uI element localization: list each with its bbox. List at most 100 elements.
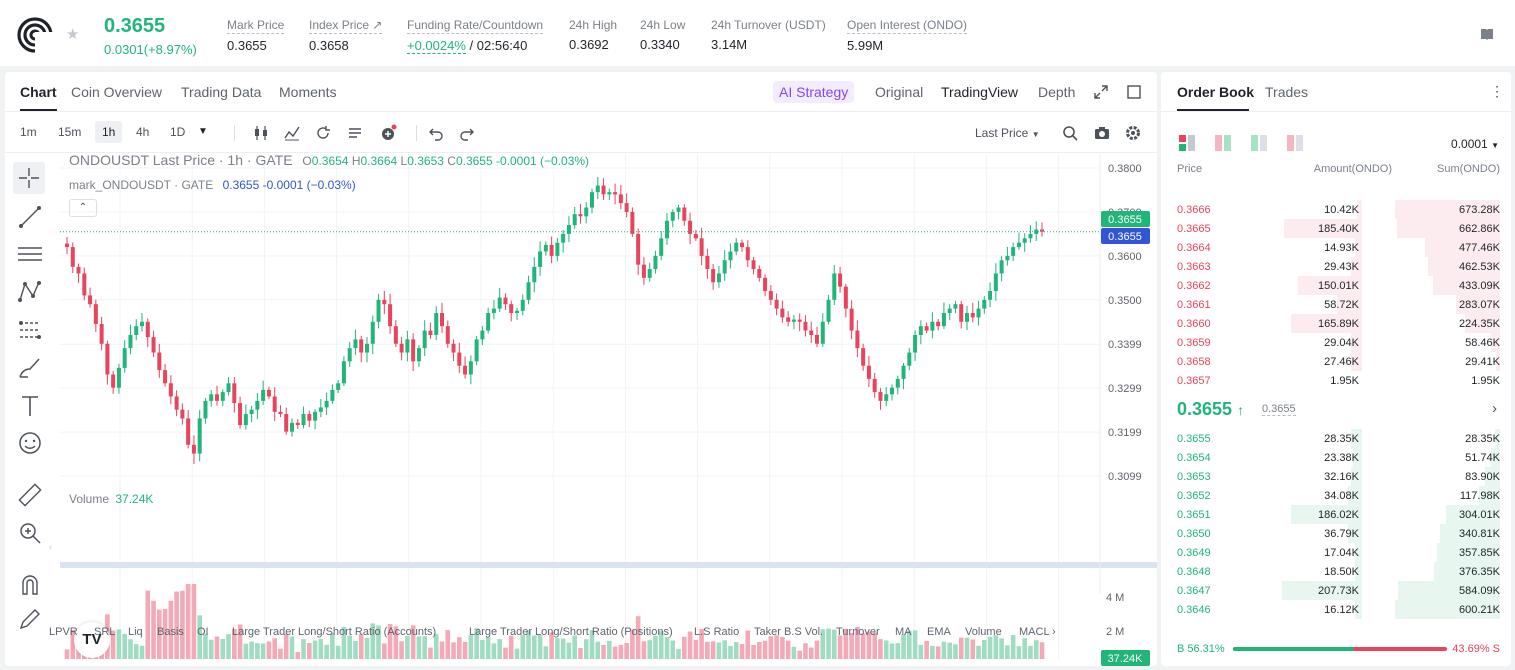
candle-type-icon[interactable] — [252, 124, 270, 142]
timeframe-4h[interactable]: 4h — [136, 125, 150, 139]
ask-row[interactable]: 0.3657 1.95K 1.95K — [1161, 371, 1511, 390]
pane-separator[interactable] — [60, 562, 1157, 568]
timeframe-1m[interactable]: 1m — [20, 125, 37, 139]
timeframe-dropdown-icon[interactable]: ▼ — [198, 126, 208, 137]
funding-rate[interactable]: +0.0024% — [407, 38, 466, 54]
trend-line-icon[interactable] — [17, 204, 43, 230]
settings-gear-icon[interactable] — [1124, 124, 1142, 142]
ask-row[interactable]: 0.3664 14.93K 477.46K — [1161, 238, 1511, 257]
window-icon[interactable] — [1127, 85, 1141, 99]
view-bids-icon[interactable] — [1251, 135, 1269, 151]
bid-row[interactable]: 0.3651 186.02K 304.01K — [1161, 505, 1511, 524]
indicator-l-s-ratio[interactable]: L.S Ratio — [694, 626, 740, 638]
candlestick-chart[interactable]: 0.38000.37000.36000.35000.33990.32990.31… — [60, 154, 1157, 666]
indicator-lpvr[interactable]: LPVR — [49, 626, 78, 638]
ask-row[interactable]: 0.3666 10.42K 673.28K — [1161, 200, 1511, 219]
tradingview-logo[interactable]: TV — [74, 622, 110, 658]
collapse-toolbar-icon[interactable]: ‹ — [49, 542, 53, 553]
timeframe-1h[interactable]: 1h — [95, 121, 123, 143]
tab-order-book[interactable]: Order Book — [1177, 84, 1255, 100]
camera-icon[interactable] — [1093, 124, 1111, 142]
ask-row[interactable]: 0.3662 150.01K 433.09K — [1161, 276, 1511, 295]
mark-price-label[interactable]: Mark Price — [227, 18, 285, 34]
more-menu-icon[interactable]: ⋮ — [1490, 83, 1504, 99]
undo-icon[interactable] — [427, 124, 445, 142]
search-icon[interactable] — [1061, 124, 1079, 142]
indicators-icon[interactable] — [283, 124, 301, 142]
chevron-right-icon[interactable]: › — [1492, 400, 1497, 417]
price-type-select[interactable]: Last Price ▼ — [975, 126, 1040, 140]
index-price-label[interactable]: Index Price ↗ — [309, 18, 383, 34]
bid-row[interactable]: 0.3648 18.50K 376.35K — [1161, 562, 1511, 581]
ask-row[interactable]: 0.3661 58.72K 283.07K — [1161, 295, 1511, 314]
indicator-srl[interactable]: SRL — [94, 626, 116, 638]
favorite-star-icon[interactable]: ★ — [66, 26, 80, 43]
ruler-icon[interactable] — [17, 482, 43, 508]
bid-row[interactable]: 0.3646 16.12K 600.21K — [1161, 600, 1511, 619]
indicator-large-trader-long-short-ratio-accounts-[interactable]: Large Trader Long/Short Ratio (Accounts) — [232, 626, 437, 638]
bid-row[interactable]: 0.3654 23.38K 51.74K — [1161, 448, 1511, 467]
bid-row[interactable]: 0.3647 207.73K 584.09K — [1161, 581, 1511, 600]
timeframe-15m[interactable]: 15m — [58, 125, 82, 139]
text-tool-icon[interactable] — [17, 393, 43, 419]
indicator-oi[interactable]: OI — [197, 626, 209, 638]
bid-row[interactable]: 0.3649 17.04K 357.85K — [1161, 543, 1511, 562]
indicator-volume[interactable]: Volume — [965, 626, 1002, 638]
chevron-right-icon[interactable]: › — [1052, 626, 1056, 638]
mid-price[interactable]: 0.3655 ↑ — [1177, 399, 1244, 420]
indicator-ma[interactable]: MA — [895, 626, 912, 638]
magnet-icon[interactable] — [17, 572, 43, 598]
view-asks-icon[interactable] — [1287, 135, 1305, 151]
chart-plot[interactable]: 0.38000.37000.36000.35000.33990.32990.31… — [60, 152, 1157, 666]
fib-retracement-icon[interactable] — [17, 317, 43, 343]
timeframe-1d[interactable]: 1D — [170, 125, 186, 139]
horizontal-lines-icon[interactable] — [17, 241, 43, 267]
tab-coin-overview[interactable]: Coin Overview — [71, 84, 163, 100]
tab-depth[interactable]: Depth — [1038, 84, 1076, 100]
indicator-macl[interactable]: MACL — [1019, 626, 1050, 638]
ask-row[interactable]: 0.3658 27.46K 29.41K — [1161, 352, 1511, 371]
precision-select[interactable]: 0.0001 ▼ — [1451, 137, 1499, 151]
indicator-large-trader-long-short-ratio-positions-[interactable]: Large Trader Long/Short Ratio (Positions… — [469, 626, 673, 638]
tab-trades[interactable]: Trades — [1265, 84, 1309, 100]
bid-row[interactable]: 0.3650 36.79K 340.81K — [1161, 524, 1511, 543]
tab-chart[interactable]: Chart — [20, 84, 57, 100]
crosshair-icon[interactable] — [13, 162, 45, 194]
pencil-lock-icon[interactable] — [17, 606, 43, 632]
tab-trading-data[interactable]: Trading Data — [181, 84, 262, 100]
ask-row[interactable]: 0.3665 185.40K 662.86K — [1161, 219, 1511, 238]
tab-moments[interactable]: Moments — [279, 84, 337, 100]
open-interest-label[interactable]: Open Interest (ONDO) — [847, 18, 968, 34]
ai-strategy-button[interactable]: AI Strategy — [773, 81, 855, 103]
collapse-legend-button[interactable]: ⌃ — [69, 199, 97, 217]
mark-legend-pct: (−0.03%) — [306, 178, 356, 192]
add-alert-icon[interactable] — [379, 124, 397, 142]
expand-icon[interactable] — [1094, 85, 1108, 99]
bid-row[interactable]: 0.3652 34.08K 117.98K — [1161, 486, 1511, 505]
funding-rate-label[interactable]: Funding Rate/Countdown — [407, 18, 544, 34]
bid-row[interactable]: 0.3655 28.35K 28.35K — [1161, 429, 1511, 448]
indicator-taker-b-s-vol-[interactable]: Taker B.S Vol. — [754, 626, 824, 638]
emoji-icon[interactable] — [17, 430, 43, 456]
indicator-basis[interactable]: Basis — [157, 626, 184, 638]
templates-icon[interactable] — [346, 124, 364, 142]
ask-row[interactable]: 0.3659 29.04K 58.46K — [1161, 333, 1511, 352]
tab-tradingview[interactable]: TradingView — [941, 84, 1019, 100]
brush-icon[interactable] — [17, 355, 43, 381]
replay-icon[interactable] — [314, 124, 332, 142]
mid-mark-price[interactable]: 0.3655 — [1262, 403, 1296, 416]
book-icon[interactable] — [1480, 28, 1494, 40]
zoom-in-icon[interactable] — [17, 520, 43, 546]
pattern-icon[interactable] — [17, 279, 43, 305]
view-both-icon[interactable] — [1179, 135, 1197, 151]
tab-original[interactable]: Original — [875, 84, 924, 100]
indicator-turnover[interactable]: Turnover — [836, 626, 880, 638]
view-bids-asks-icon[interactable] — [1215, 135, 1233, 151]
indicator-ema[interactable]: EMA — [927, 626, 951, 638]
indicator-liq[interactable]: Liq — [128, 626, 143, 638]
ask-row[interactable]: 0.3663 29.43K 462.53K — [1161, 257, 1511, 276]
ask-row[interactable]: 0.3660 165.89K 224.35K — [1161, 314, 1511, 333]
bid-row[interactable]: 0.3653 32.16K 83.90K — [1161, 467, 1511, 486]
exchange-logo[interactable] — [16, 16, 54, 54]
redo-icon[interactable] — [458, 124, 476, 142]
